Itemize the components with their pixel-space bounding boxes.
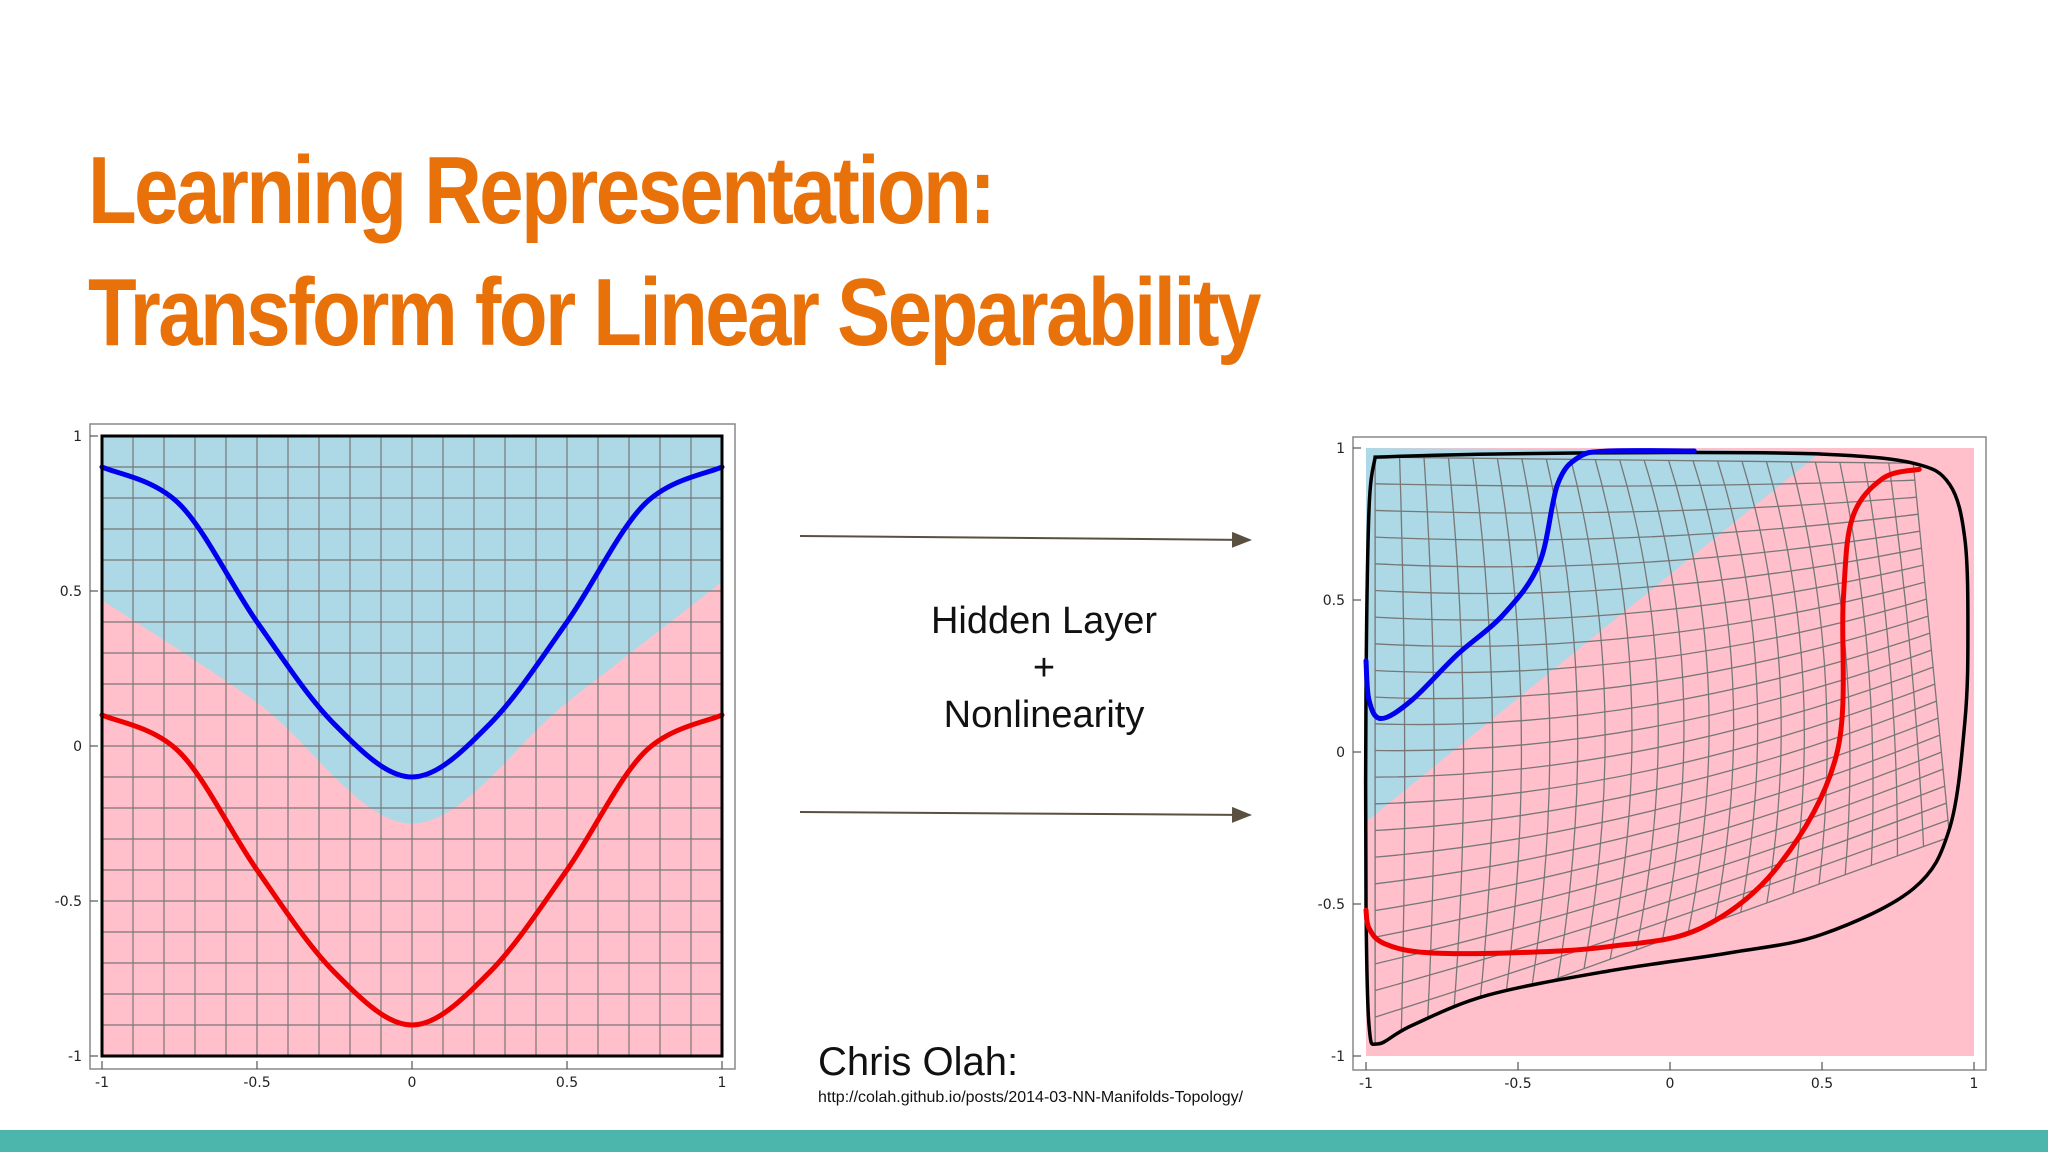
grid-line: [1423, 457, 1435, 1026]
grid-line: [1374, 802, 1947, 992]
title-line-2: Transform for Linear Separability: [88, 259, 1261, 366]
grid-line: [1790, 461, 1828, 885]
grid-line: [1619, 459, 1659, 950]
grid-line: [1741, 461, 1782, 903]
grid-line: [1375, 683, 1935, 805]
footer-bar: [0, 1130, 2048, 1152]
transform-label: Hidden Layer + Nonlinearity: [870, 598, 1218, 739]
grid-line: [1375, 700, 1937, 832]
x-tick-label: 0: [408, 1075, 417, 1091]
y-tick-label: -1: [1331, 1049, 1345, 1065]
grid-line: [1375, 666, 1934, 778]
top-arrow: [799, 531, 1252, 548]
hidden-space-plot: -1 -0.5 0 0.5 1 1 0.5 0 -0.5 -1: [1318, 436, 1987, 1092]
grid-line: [1472, 458, 1494, 1007]
grid-line: [1521, 458, 1551, 988]
credit-author: Chris Olah:: [818, 1040, 1019, 1084]
y-tick-label: 0.5: [1323, 593, 1345, 609]
y-tick-label: 1: [1336, 441, 1345, 457]
grid-line: [1447, 457, 1465, 1016]
bottom-arrow: [799, 806, 1252, 823]
y-tick-label: -0.5: [1318, 897, 1345, 913]
grid-line: [1643, 459, 1685, 941]
grid-line: [1375, 632, 1930, 726]
upper-region: [1366, 448, 1822, 822]
x-tick-label: 1: [1970, 1076, 1979, 1092]
grid-line: [1375, 581, 1925, 648]
grid-line: [1375, 496, 1917, 514]
red-curve: [1363, 466, 1922, 957]
title-line-1: Learning Representation:: [88, 137, 996, 244]
x-tick-label: -1: [1359, 1076, 1373, 1092]
grid-line: [1888, 462, 1925, 847]
red-curve: [99, 712, 725, 1028]
y-tick-label: 0: [1336, 745, 1345, 761]
grid-line: [1374, 819, 1949, 1018]
grid-line: [1375, 615, 1929, 700]
plot-border: [100, 434, 724, 1058]
grid-line: [1912, 463, 1951, 838]
grid-line: [1545, 458, 1579, 979]
grid-line: [1374, 785, 1945, 965]
grid-line: [1863, 462, 1899, 856]
grid: [101, 435, 723, 1057]
y-tick-label: -1: [68, 1049, 82, 1065]
x-tick-label: 0.5: [556, 1075, 578, 1091]
grid-line: [1375, 734, 1940, 885]
grid-line: [1496, 458, 1523, 997]
grid-line: [1374, 768, 1944, 938]
credit-url: http://colah.github.io/posts/2014-03-NN-…: [818, 1089, 1244, 1106]
grid-line: [1375, 751, 1942, 912]
grid-line: [1375, 513, 1919, 541]
grid: [1374, 456, 1951, 1045]
x-tick-label: 0: [1666, 1076, 1675, 1092]
grid-line: [1716, 460, 1759, 913]
y-tick-label: 0.5: [60, 584, 82, 600]
x-tick-label: -0.5: [243, 1075, 270, 1091]
blue-curve: [99, 464, 725, 780]
grid-line: [1594, 459, 1633, 960]
transform-arrows: [799, 531, 1252, 823]
x-tick-label: 1: [718, 1075, 727, 1091]
grid-line: [1375, 717, 1939, 858]
grid-line: [1375, 598, 1927, 674]
grid-line: [1375, 649, 1932, 752]
y-tick-label: -0.5: [55, 894, 82, 910]
y-tick-label: 1: [73, 429, 82, 445]
grid-line: [1375, 479, 1915, 487]
blue-curve: [1363, 448, 1697, 722]
transform-label-line-3: Nonlinearity: [943, 694, 1145, 736]
transform-label-line-1: Hidden Layer: [930, 600, 1158, 642]
slide-title: Learning Representation: Transform for L…: [88, 130, 1261, 374]
grid-line: [1570, 459, 1606, 969]
input-space-plot: -1 -0.5 0 0.5 1 1 0.5 0 -0.5 -1: [55, 423, 736, 1091]
grid-line: [1667, 460, 1710, 932]
grid-line: [1692, 460, 1735, 922]
transform-label-line-2: +: [1032, 647, 1056, 689]
grid-line: [1839, 462, 1874, 866]
x-tick-label: -1: [95, 1075, 109, 1091]
x-tick-label: 0.5: [1811, 1076, 1833, 1092]
grid-line: [1814, 461, 1851, 875]
y-tick-label: 0: [73, 739, 82, 755]
x-tick-label: -0.5: [1504, 1076, 1531, 1092]
